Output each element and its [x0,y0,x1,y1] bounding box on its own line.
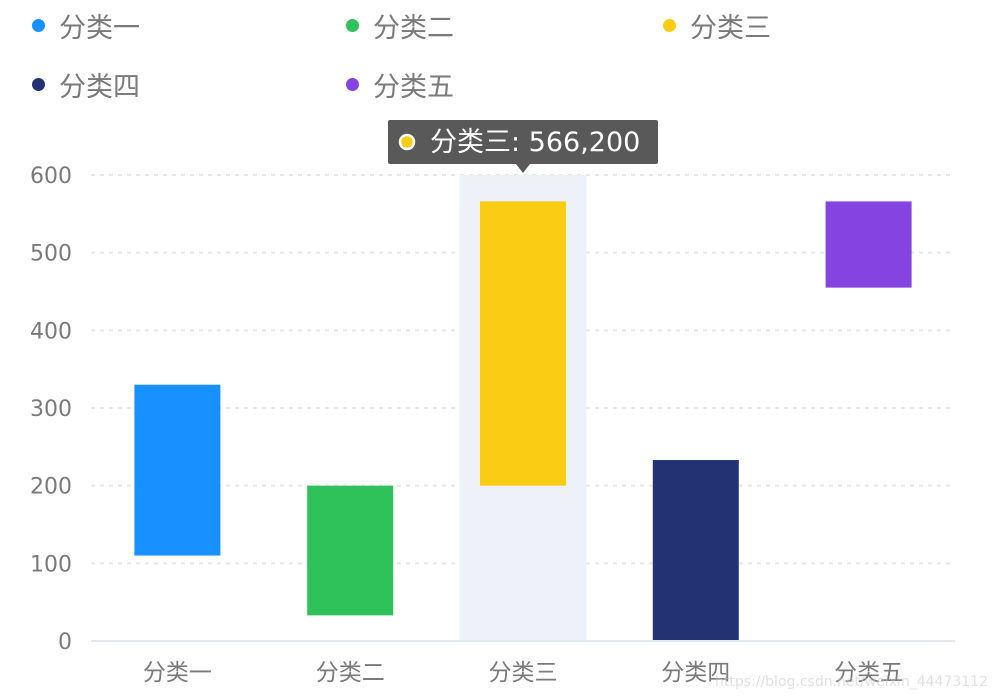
tooltip-layer: 分类三: 566,200 [388,120,658,173]
legend-label: 分类二 [373,12,454,44]
bar-layer [134,201,912,641]
bar-2 [307,485,394,616]
watermark: https://blog.csdn.net/weixin_44473112 [714,674,988,690]
tooltip-text: 分类三: 566,200 [430,127,640,158]
y-tick-label: 600 [30,164,72,189]
legend-item-3[interactable]: 分类三 [663,5,771,45]
legend-label: 分类三 [690,12,771,44]
x-tick-label: 分类三 [489,660,558,686]
x-tick-label: 分类二 [316,660,385,686]
bar-1 [134,384,221,556]
y-tick-label: 200 [30,475,72,500]
y-tick-label: 300 [30,397,72,422]
x-tick-label: 分类五 [834,660,903,686]
y-tick-label: 400 [30,319,72,344]
y-tick-label: 0 [58,630,72,655]
y-tick-label: 500 [30,242,72,267]
bar-3 [480,201,566,486]
legend-dot [32,77,45,91]
legend-dot [663,18,676,32]
legend-label: 分类一 [59,12,140,44]
tooltip-pointer [516,164,530,173]
tooltip-marker [398,133,416,151]
legend-label: 分类五 [373,71,454,103]
tooltip-box [388,120,658,164]
x-tick-label: 分类一 [143,660,212,686]
legend: 分类一 分类二 分类三 分类四 分类五 [0,0,996,110]
axis-layer: 0 100 200 300 400 500 600 分类一 分类二 分类三 分类四 分类五 [30,164,955,686]
legend-item-1[interactable]: 分类一 [32,5,140,45]
legend-dot [346,77,359,91]
bar-4 [652,460,739,641]
legend-label: 分类四 [59,71,140,103]
legend-item-4[interactable]: 分类四 [32,64,140,104]
x-tick-label: 分类四 [661,660,730,686]
legend-item-2[interactable]: 分类二 [346,5,454,45]
legend-dot [32,18,45,32]
legend-dot [346,18,359,32]
y-tick-label: 100 [30,552,72,577]
bar-5 [825,201,912,288]
legend-item-5[interactable]: 分类五 [346,64,454,104]
